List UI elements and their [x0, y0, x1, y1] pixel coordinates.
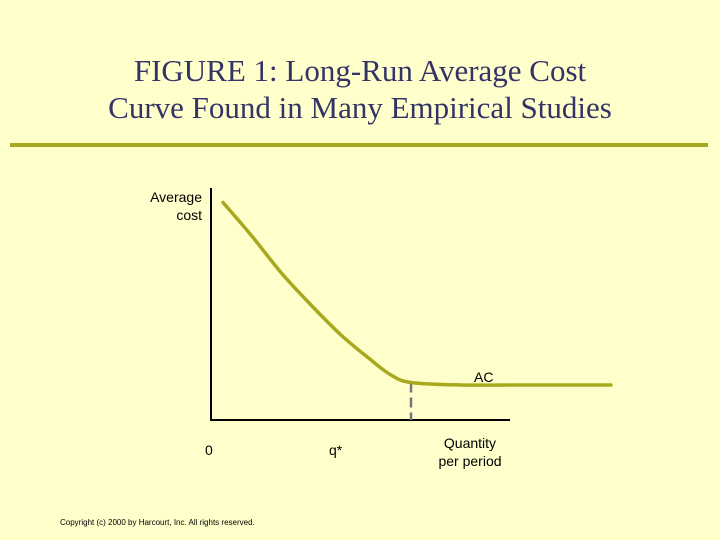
x-axis-label-line-1: Quantity — [443, 435, 497, 451]
y-axis-label-line-1: Average — [150, 189, 202, 205]
title-line-2: Curve Found in Many Empirical Studies — [108, 90, 612, 125]
ac-curve-label: AC — [474, 369, 494, 385]
slide-title: FIGURE 1: Long-Run Average Cost Curve Fo… — [0, 52, 720, 126]
y-axis-label-line-2: cost — [176, 207, 202, 223]
title-line-1: FIGURE 1: Long-Run Average Cost — [133, 53, 587, 88]
title-underline — [10, 143, 708, 147]
y-axis-label: Average cost — [120, 188, 202, 224]
x-axis-label: Quantity per period — [420, 434, 520, 470]
x-axis-label-line-2: per period — [438, 453, 502, 469]
q-star-tick-label: q* — [329, 442, 343, 458]
copyright-notice: Copyright (c) 2000 by Harcourt, Inc. All… — [60, 518, 255, 527]
origin-label: 0 — [205, 442, 213, 458]
chart-marks — [221, 200, 613, 420]
ac-curve — [221, 200, 613, 387]
